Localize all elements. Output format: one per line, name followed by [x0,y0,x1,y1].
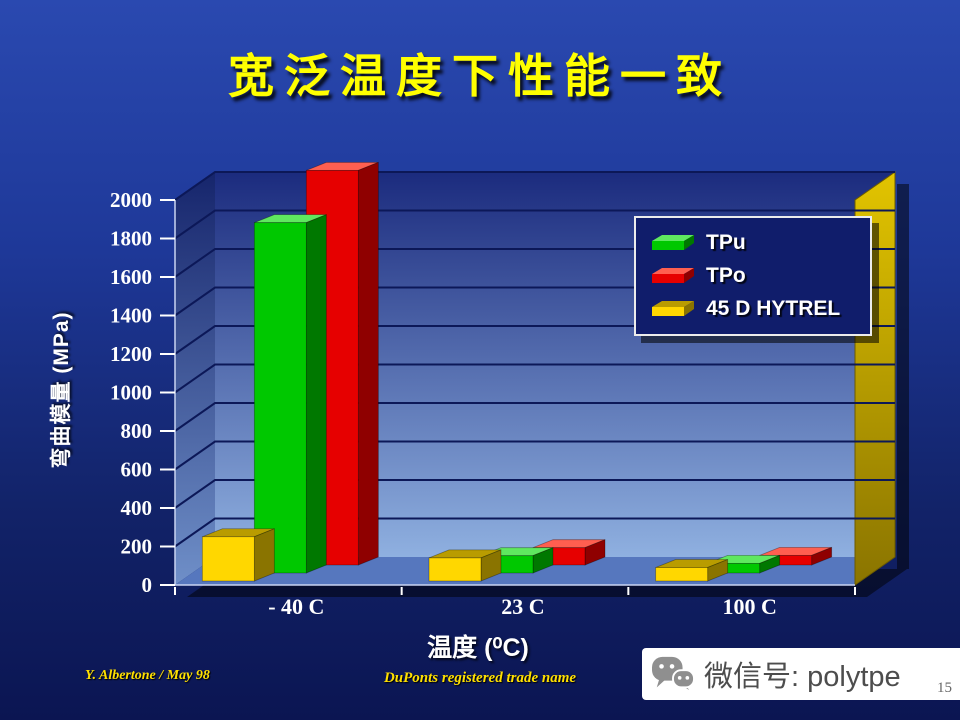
x-category-label: 100 C [722,594,776,619]
watermark-banner: 微信号: polytpe 15 [642,648,960,700]
y-tick-label-2000: 2000 [110,188,152,212]
legend-swatch [652,234,694,250]
legend-label: TPu [706,230,746,254]
legend-swatch [652,301,694,317]
y-tick-label-1800: 1800 [110,227,152,251]
y-tick-label-400: 400 [121,496,153,520]
bar-TPo-100C [759,546,833,566]
footer-trademark-note: DuPonts registered trade name [383,670,577,686]
wechat-icon [652,656,695,693]
bar-45 D HYTREL-23C [428,549,502,582]
chart-legend: TPu TPo 45 D HYTREL [634,216,872,336]
y-tick-label-0: 0 [142,573,153,597]
gridline-1000 [174,363,895,394]
x-category-label: 23 C [501,594,544,619]
x-axis-title: 温度 (⁰C) [427,634,529,662]
y-axis-title: 弯曲模量 (MPa) [50,311,73,469]
y-tick-label-800: 800 [121,419,153,443]
gridline-800 [174,402,895,432]
y-tick-label-1600: 1600 [110,265,152,289]
legend-item-TPu: TPu [650,231,856,255]
gridline-1800 [174,209,895,240]
y-tick-label-1200: 1200 [110,342,152,366]
y-tick-label-200: 200 [121,535,153,559]
y-tick-label-1000: 1000 [110,381,152,405]
legend-item-TPo: TPo [650,264,856,288]
y-tick-label-1400: 1400 [110,304,152,328]
page-number: 15 [937,680,952,696]
watermark-text: 微信号: polytpe [704,661,901,693]
bar-TPu--40C [253,214,327,574]
legend-swatch [652,267,694,283]
gridline-200 [174,517,895,548]
bar-45 D HYTREL-100C [655,558,729,582]
footer-author: Y. Albertone / May 98 [85,668,210,683]
legend-item-45-D-HYTREL: 45 D HYTREL [650,297,856,321]
bar-45 D HYTREL--40C [201,528,275,582]
chart-shadow-right [897,184,909,569]
x-category-label: - 40 C [268,594,324,619]
gridline-600 [174,440,895,471]
legend-label: 45 D HYTREL [706,297,841,321]
y-tick-label-600: 600 [121,458,153,482]
slide-title: 宽泛温度下性能一致 [228,51,732,102]
legend-label: TPo [706,263,746,287]
gridline-400 [174,479,895,509]
gridline-2000 [174,171,895,201]
